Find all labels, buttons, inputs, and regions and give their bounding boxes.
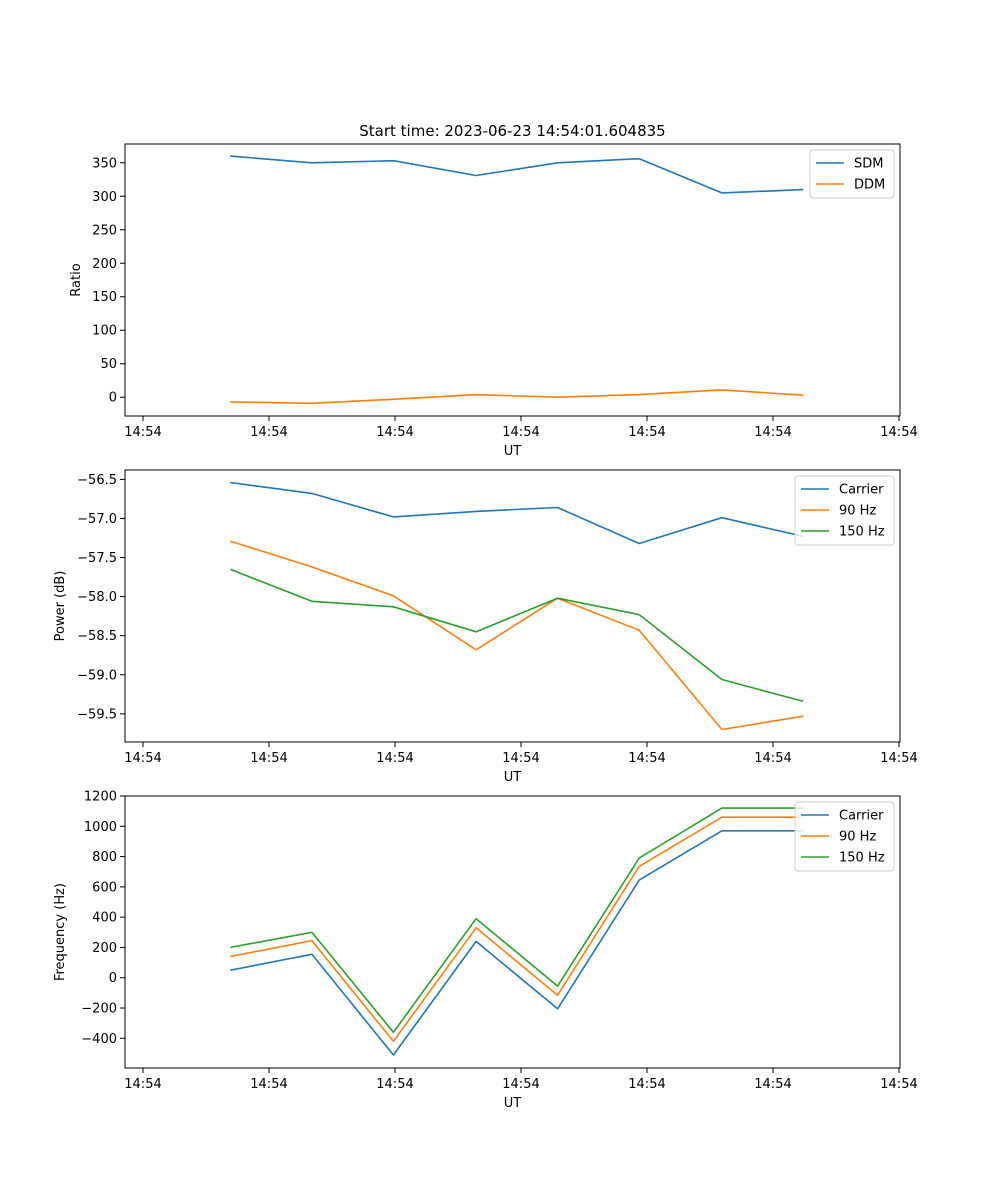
y-tick-label: 800 — [92, 850, 117, 865]
x-tick-label: 14:54 — [880, 1077, 917, 1092]
y-tick-label: 100 — [92, 324, 117, 339]
y-axis-label: Ratio — [69, 263, 84, 296]
y-tick-label: 350 — [92, 156, 117, 171]
y-tick-label: 1000 — [84, 820, 117, 835]
chart-panel-3: 14:54 14:54 14:54 14:54 14:54 14:54 14:54 −400 −… — [53, 790, 918, 1112]
y-tick-label: 400 — [92, 911, 117, 926]
y-tick-label: −58.5 — [77, 629, 117, 644]
legend-label: Carrier — [839, 483, 884, 498]
series-line-150-hz — [230, 807, 804, 1034]
y-tick-label: −58.0 — [77, 590, 117, 605]
y-tick-label: −59.0 — [77, 668, 117, 683]
axes-frame — [124, 469, 901, 743]
x-tick-label: 14:54 — [880, 425, 917, 440]
y-tick-label: −57.0 — [77, 512, 117, 527]
legend-label: DDM — [854, 178, 885, 193]
y-axis-label: Power (dB) — [53, 571, 68, 642]
x-tick-label: 14:54 — [754, 751, 791, 766]
x-tick-label: 14:54 — [250, 1077, 287, 1092]
y-tick-label: 250 — [92, 223, 117, 238]
legend-label: Carrier — [839, 809, 884, 824]
x-tick-label: 14:54 — [628, 425, 665, 440]
y-axis-label: Frequency (Hz) — [53, 883, 68, 981]
x-tick-label: 14:54 — [502, 1077, 539, 1092]
x-tick-label: 14:54 — [502, 751, 539, 766]
y-tick-label: −56.5 — [77, 473, 117, 488]
x-tick-label: 14:54 — [124, 751, 161, 766]
y-tick-label: 0 — [109, 971, 117, 986]
x-tick-label: 14:54 — [376, 751, 413, 766]
series-line-90-hz — [230, 540, 804, 731]
x-axis-label: UT — [504, 444, 522, 459]
y-tick-label: 0 — [109, 391, 117, 406]
legend: Carrier 90 Hz 150 Hz — [794, 475, 895, 546]
chart-title: Start time: 2023-06-23 14:54:01.604835 — [359, 122, 665, 140]
x-tick-label: 14:54 — [754, 425, 791, 440]
x-axis-label: UT — [504, 770, 522, 785]
legend-box — [794, 475, 895, 546]
x-tick-label: 14:54 — [628, 751, 665, 766]
legend-label: 90 Hz — [839, 504, 876, 519]
axes-frame — [124, 795, 901, 1069]
x-tick-label: 14:54 — [628, 1077, 665, 1092]
y-tick-label: −200 — [81, 1002, 117, 1017]
series-line-90-hz — [230, 816, 804, 1043]
legend: SDM DDM — [809, 149, 895, 199]
legend-label: 90 Hz — [839, 830, 876, 845]
x-tick-label: 14:54 — [124, 425, 161, 440]
series-line-carrier — [230, 829, 804, 1056]
x-axis-label: UT — [504, 1096, 522, 1111]
legend-label: SDM — [854, 157, 883, 172]
x-tick-label: 14:54 — [250, 751, 287, 766]
series-line-150-hz — [230, 568, 804, 703]
y-tick-label: −57.5 — [77, 551, 117, 566]
x-tick-label: 14:54 — [502, 425, 539, 440]
legend-box — [809, 149, 895, 199]
y-tick-label: −59.5 — [77, 707, 117, 722]
chart-panel-1: Start time: 2023-06-23 14:54:01.604835 14… — [69, 122, 918, 459]
series-line-carrier — [230, 481, 804, 545]
x-tick-label: 14:54 — [124, 1077, 161, 1092]
y-tick-label: 200 — [92, 257, 117, 272]
series-line-sdm — [230, 155, 804, 194]
chart-panel-2: 14:54 14:54 14:54 14:54 14:54 14:54 14:54 −56.5… — [53, 469, 918, 785]
x-tick-label: 14:54 — [376, 1077, 413, 1092]
x-tick-label: 14:54 — [880, 751, 917, 766]
x-tick-label: 14:54 — [250, 425, 287, 440]
y-tick-label: 50 — [100, 357, 117, 372]
series-line-ddm — [230, 389, 804, 405]
y-tick-label: 1200 — [84, 790, 117, 805]
x-tick-label: 14:54 — [754, 1077, 791, 1092]
legend: Carrier 90 Hz 150 Hz — [794, 801, 895, 872]
y-tick-label: 600 — [92, 880, 117, 895]
y-tick-label: 150 — [92, 290, 117, 305]
y-tick-label: 300 — [92, 190, 117, 205]
legend-label: 150 Hz — [839, 525, 885, 540]
y-tick-label: 200 — [92, 941, 117, 956]
axes-frame — [124, 143, 901, 417]
legend-label: 150 Hz — [839, 851, 885, 866]
x-tick-label: 14:54 — [376, 425, 413, 440]
y-tick-label: −400 — [81, 1032, 117, 1047]
legend-box — [794, 801, 895, 872]
